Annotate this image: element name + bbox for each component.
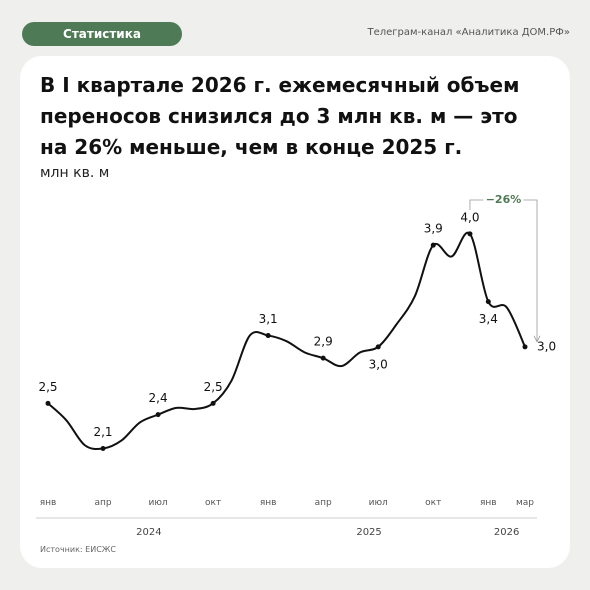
source: Источник: ЕИСЖС [40, 545, 116, 554]
x-tick-label: мар [516, 498, 534, 508]
data-label: 2,5 [204, 380, 223, 394]
data-label: 3,0 [369, 357, 388, 371]
point [45, 400, 51, 406]
point [155, 412, 161, 418]
year-label: 2026 [494, 527, 519, 538]
x-tick-label: янв [40, 498, 57, 508]
point [100, 446, 106, 452]
data-label: 3,9 [424, 222, 443, 236]
x-tick-label: июл [148, 498, 167, 508]
year-label: 2024 [136, 527, 161, 538]
point [265, 333, 271, 339]
card [20, 56, 570, 568]
point [485, 299, 491, 305]
x-tick-label: янв [260, 498, 277, 508]
data-label: 3,4 [479, 312, 498, 326]
data-label: 4,0 [460, 210, 479, 224]
channel: Телеграм-канал «Аналитика ДОМ.РФ» [367, 27, 570, 38]
point [430, 242, 436, 248]
x-tick-label: апр [315, 498, 332, 508]
data-label: 3,0 [537, 339, 556, 353]
x-tick-label: окт [425, 498, 441, 508]
tag: Статистика [22, 22, 182, 46]
chart-title: В I квартале 2026 г. ежемесячный объем п… [40, 73, 520, 159]
line [47, 231, 526, 451]
x-tick-label: янв [480, 498, 497, 508]
x-tick-label: окт [205, 498, 221, 508]
annotation-arrow [533, 335, 541, 343]
data-label: 2,4 [149, 391, 168, 405]
x-tick-label: июл [369, 498, 388, 508]
data-label: 2,1 [93, 425, 112, 439]
y-label: млн кв. м [40, 165, 110, 181]
point [210, 400, 216, 406]
point [467, 231, 473, 237]
data-label: 3,1 [259, 312, 278, 326]
data-label: 2,9 [314, 335, 333, 349]
annotation-bg [483, 192, 524, 208]
year-label: 2025 [356, 527, 381, 538]
data-label: 2,5 [38, 380, 57, 394]
annotation: −26% [486, 193, 522, 206]
point [522, 344, 528, 350]
point [320, 355, 326, 361]
point [375, 344, 381, 350]
x-tick-label: апр [94, 498, 111, 508]
